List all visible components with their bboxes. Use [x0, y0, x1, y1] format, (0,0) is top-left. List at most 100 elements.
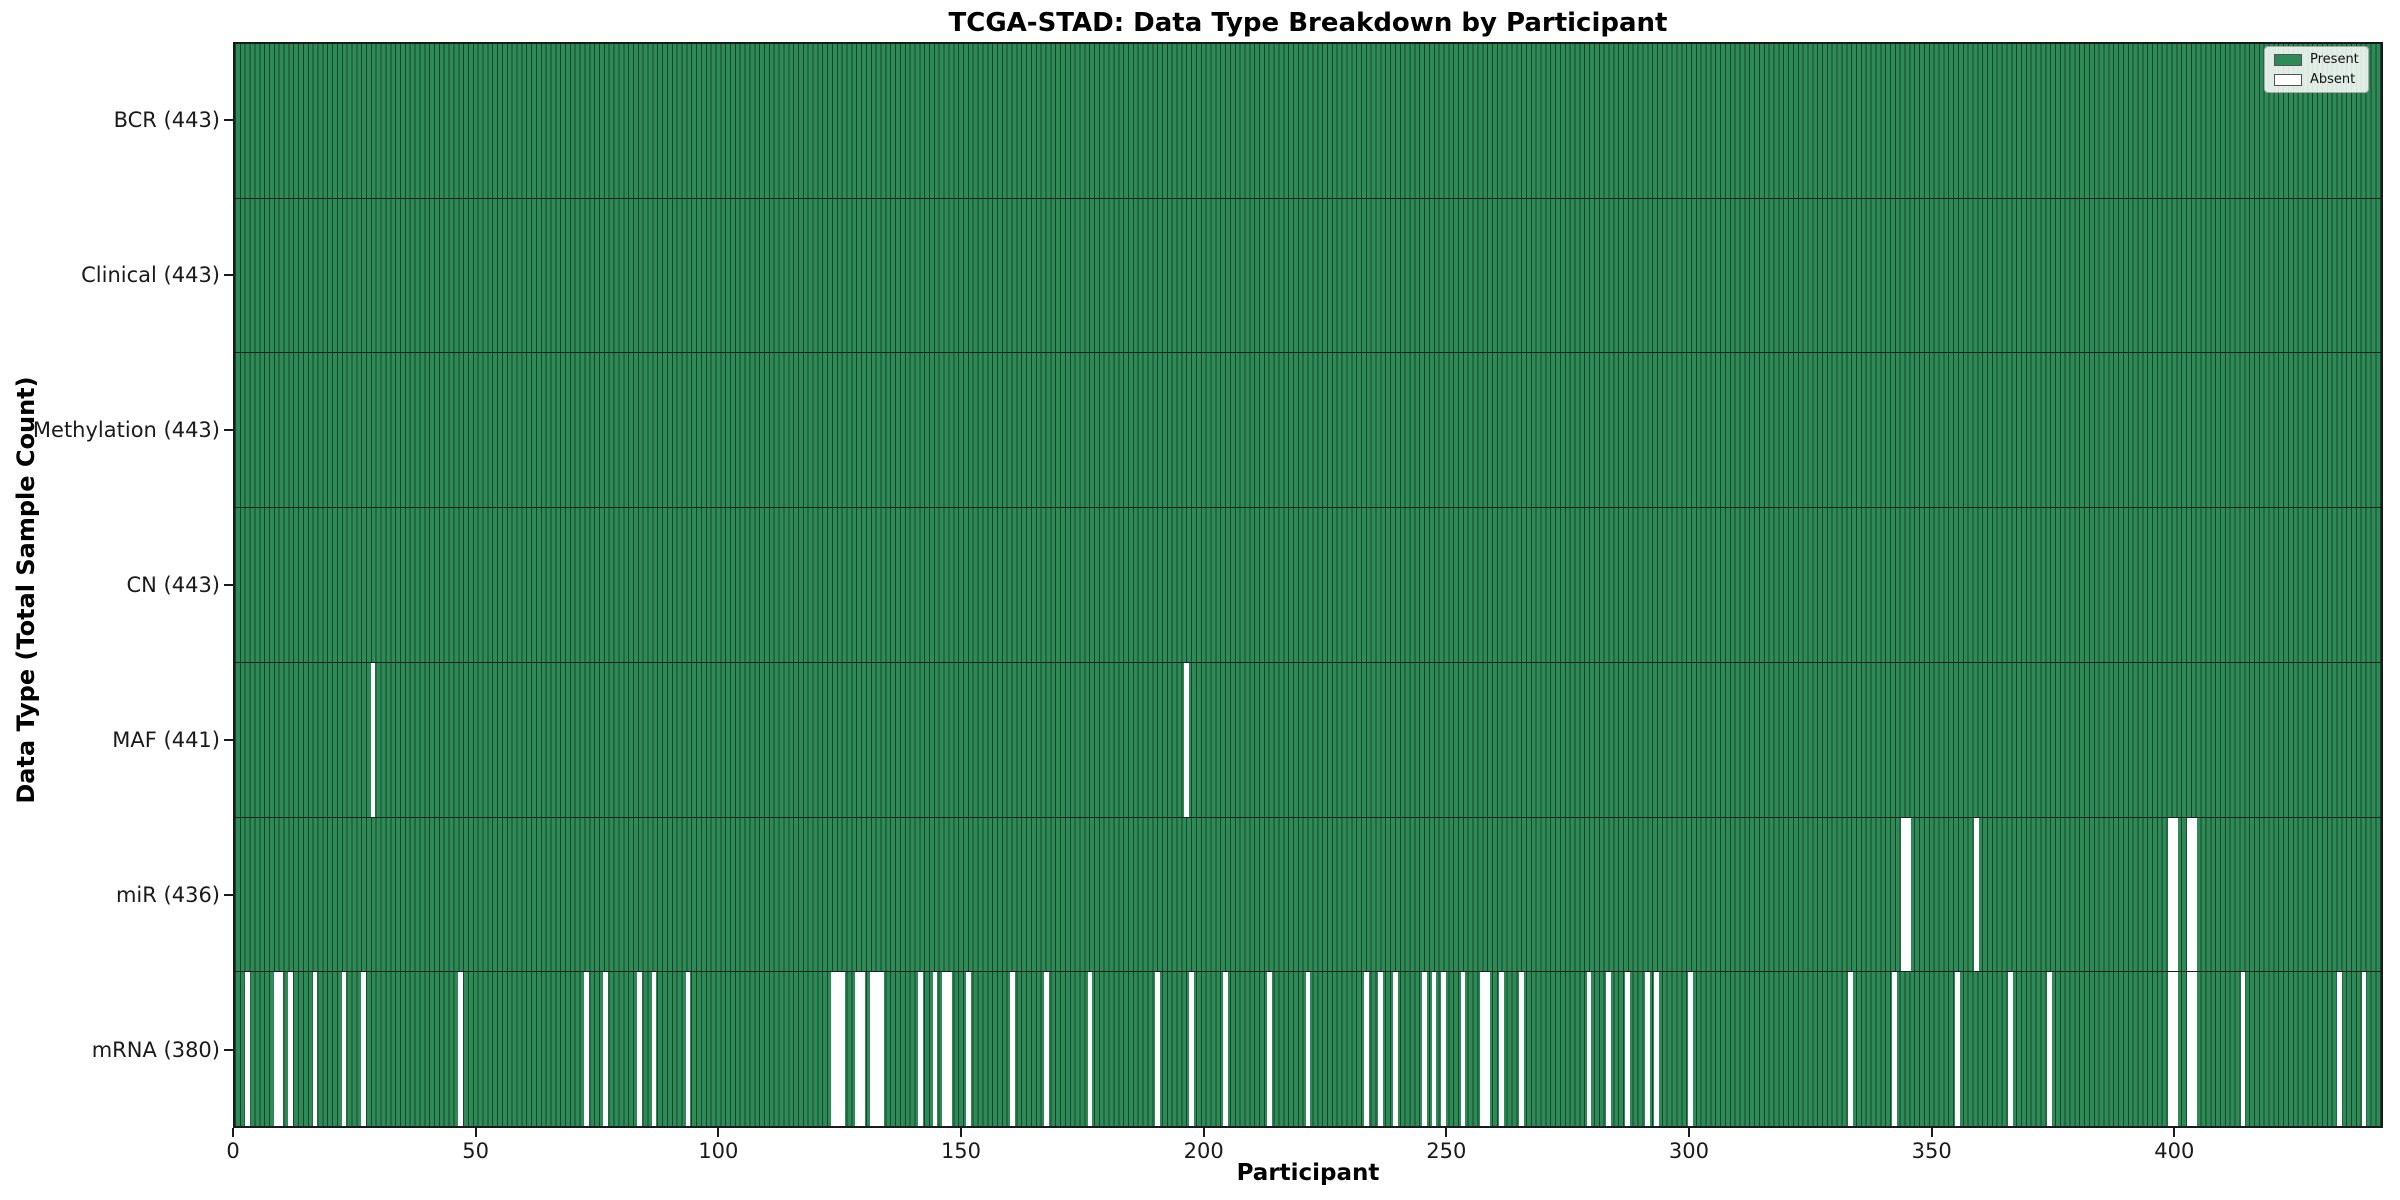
absent-bar	[583, 972, 589, 1127]
absent-bar	[1421, 972, 1427, 1127]
absent-bar	[874, 972, 880, 1127]
absent-bar	[947, 972, 952, 1127]
xtick-label-0: 0	[226, 1139, 240, 1163]
absent-bar	[360, 972, 366, 1127]
legend-label-present: Present	[2310, 52, 2359, 67]
absent-bar	[2361, 972, 2367, 1127]
absent-bar	[1625, 972, 1631, 1127]
xtick-label-200: 200	[1183, 1139, 1224, 1163]
absent-bar	[2172, 817, 2178, 972]
absent-bar	[273, 972, 279, 1127]
ytick-label-Clinical: Clinical (443)	[81, 262, 220, 287]
xtick-label-250: 250	[1426, 1139, 1467, 1163]
absent-bar	[1479, 972, 1485, 1127]
ytick-mark	[224, 584, 233, 586]
ytick-mark	[224, 273, 233, 276]
heatmap-row-mRNA	[235, 972, 2381, 1127]
ytick-mark	[224, 1049, 233, 1052]
xtick-mark	[1202, 1128, 1205, 1137]
absent-bar	[244, 972, 250, 1127]
heatmap-row-Clinical	[235, 198, 2381, 354]
ytick-mark	[224, 118, 233, 121]
absent-bar	[1654, 972, 1660, 1127]
absent-bar	[2167, 817, 2173, 972]
heatmap-row-miR	[235, 817, 2381, 973]
absent-bar	[855, 972, 860, 1127]
absent-bar	[1392, 972, 1398, 1127]
absent-bar	[1363, 972, 1369, 1127]
absent-bar	[1891, 972, 1897, 1127]
absent-bar	[1848, 972, 1853, 1127]
absent-bar	[603, 972, 608, 1127]
absent-bar	[1223, 972, 1229, 1127]
heatmap-row-BCR	[235, 44, 2381, 199]
ytick-label-CN: CN (443)	[126, 573, 220, 597]
ytick-mark	[224, 428, 233, 431]
absent-bar	[1189, 972, 1195, 1127]
xtick-mark	[1930, 1128, 1933, 1137]
ytick-label-miR: miR (436)	[115, 883, 220, 908]
absent-bar	[830, 972, 836, 1127]
x-axis-label: Participant	[1236, 1160, 1380, 1186]
xtick-label-50: 50	[462, 1139, 490, 1163]
absent-bar	[1688, 972, 1694, 1127]
absent-bar	[1906, 817, 1912, 972]
absent-bar	[1499, 972, 1505, 1127]
xtick-label-350: 350	[1911, 1139, 1952, 1163]
absent-bar	[1010, 972, 1015, 1127]
absent-bar	[1441, 972, 1447, 1127]
ytick-label-BCR: BCR (443)	[113, 107, 220, 132]
heatmap-row-MAF	[235, 662, 2381, 818]
xtick-label-100: 100	[698, 1139, 739, 1163]
absent-bar	[1155, 972, 1161, 1127]
absent-bar	[1043, 972, 1049, 1127]
legend-entry-absent: Absent	[2274, 72, 2359, 87]
absent-bar	[1378, 972, 1384, 1127]
absent-bar	[1484, 972, 1490, 1127]
ytick-mark	[224, 739, 233, 742]
absent-bar	[651, 972, 657, 1127]
xtick-mark	[1687, 1128, 1690, 1137]
plot-area	[233, 42, 2383, 1128]
absent-bar	[1974, 817, 1979, 972]
legend-swatch-present-icon	[2274, 53, 2302, 66]
absent-bar	[840, 972, 846, 1127]
absent-bar	[2187, 817, 2193, 972]
absent-bar	[1586, 972, 1592, 1127]
absent-bar	[288, 972, 294, 1127]
absent-bar	[1901, 817, 1907, 972]
xtick-mark	[2173, 1128, 2176, 1137]
ytick-label-Methylation: Methylation (443)	[32, 417, 220, 442]
xtick-label-400: 400	[2154, 1139, 2195, 1163]
absent-bar	[2007, 972, 2013, 1127]
absent-bar	[879, 972, 885, 1127]
absent-bar	[2192, 972, 2197, 1127]
absent-bar	[1605, 972, 1611, 1127]
legend-entry-present: Present	[2274, 52, 2359, 67]
absent-bar	[2172, 972, 2178, 1127]
absent-bar	[966, 972, 972, 1127]
absent-bar	[2167, 972, 2173, 1127]
absent-bar	[859, 972, 865, 1127]
heatmap-row-CN	[235, 508, 2381, 663]
absent-bar	[1644, 972, 1650, 1127]
absent-bar	[835, 972, 841, 1127]
absent-bar	[341, 972, 347, 1127]
heatmap-row-Methylation	[235, 353, 2381, 509]
absent-bar	[869, 972, 875, 1127]
absent-bar	[1431, 972, 1437, 1127]
xtick-mark	[1445, 1128, 1448, 1137]
absent-bar	[2187, 972, 2193, 1127]
absent-bar	[312, 972, 318, 1127]
absent-bar	[1184, 662, 1190, 817]
absent-bar	[457, 972, 463, 1127]
xtick-mark	[474, 1128, 477, 1137]
absent-bar	[2240, 972, 2246, 1127]
xtick-mark	[959, 1128, 962, 1137]
absent-bar	[1087, 972, 1093, 1127]
absent-bar	[2337, 972, 2343, 1127]
chart-title: TCGA-STAD: Data Type Breakdown by Partic…	[948, 8, 1668, 38]
absent-bar	[1305, 972, 1311, 1127]
legend-swatch-absent-icon	[2274, 73, 2302, 86]
